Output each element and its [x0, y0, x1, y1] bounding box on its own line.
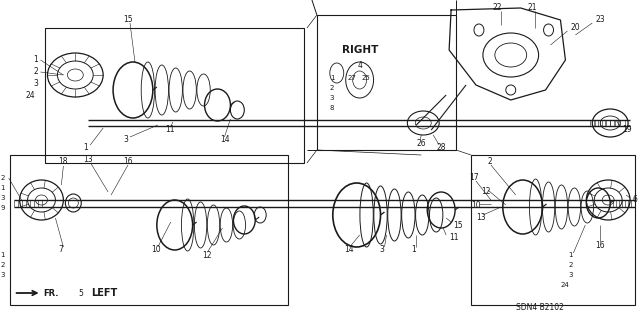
- Text: 1: 1: [568, 252, 573, 258]
- Text: 14: 14: [344, 246, 353, 255]
- Text: 6: 6: [632, 196, 637, 204]
- Text: 7: 7: [58, 246, 63, 255]
- Text: 26: 26: [416, 138, 426, 147]
- Text: 23: 23: [595, 16, 605, 25]
- Text: 3: 3: [568, 272, 573, 278]
- Text: LEFT: LEFT: [92, 288, 118, 298]
- Text: 24: 24: [561, 282, 569, 288]
- Text: 2: 2: [330, 85, 334, 91]
- Text: 8: 8: [330, 105, 334, 111]
- Text: 25: 25: [362, 75, 371, 81]
- Text: 2: 2: [1, 262, 4, 268]
- Text: 17: 17: [469, 174, 479, 182]
- Text: 3: 3: [123, 136, 128, 145]
- Text: 4: 4: [358, 61, 362, 70]
- Text: 15: 15: [123, 16, 132, 25]
- Text: 27: 27: [348, 75, 356, 81]
- Text: 12: 12: [481, 188, 490, 197]
- Text: 1: 1: [33, 56, 38, 64]
- Bar: [471, 155, 635, 305]
- Text: 2: 2: [33, 68, 38, 77]
- Text: 20: 20: [570, 24, 580, 33]
- Text: RIGHT: RIGHT: [342, 45, 378, 55]
- Text: 3: 3: [330, 95, 334, 101]
- Text: 11: 11: [449, 234, 459, 242]
- Text: 28: 28: [436, 144, 445, 152]
- Bar: [317, 15, 456, 150]
- Text: 15: 15: [453, 220, 463, 229]
- Text: 11: 11: [164, 125, 174, 135]
- Bar: [10, 155, 288, 305]
- Text: 3: 3: [33, 79, 38, 88]
- Text: 3: 3: [0, 195, 4, 201]
- Text: 10: 10: [151, 246, 161, 255]
- Text: 2: 2: [488, 158, 493, 167]
- Text: 1: 1: [330, 75, 334, 81]
- Text: 13: 13: [476, 213, 486, 222]
- Text: 14: 14: [220, 136, 230, 145]
- Text: 12: 12: [203, 250, 212, 259]
- Text: 24: 24: [26, 92, 35, 100]
- Text: 10: 10: [471, 201, 481, 210]
- Text: 21: 21: [527, 4, 537, 12]
- Text: 2: 2: [1, 175, 4, 181]
- Text: SDN4 B2102: SDN4 B2102: [516, 303, 564, 313]
- Bar: [45, 28, 304, 163]
- Text: 1: 1: [0, 252, 4, 258]
- Text: 5: 5: [78, 288, 83, 298]
- Text: 3: 3: [0, 272, 4, 278]
- Text: 13: 13: [83, 155, 93, 165]
- Text: 9: 9: [0, 205, 4, 211]
- Text: 22: 22: [493, 4, 502, 12]
- Text: 19: 19: [622, 125, 632, 135]
- Text: 2: 2: [568, 262, 573, 268]
- Text: 1: 1: [83, 144, 88, 152]
- Text: 3: 3: [380, 246, 385, 255]
- Text: 1: 1: [412, 246, 416, 255]
- Text: 18: 18: [58, 158, 68, 167]
- Text: FR.: FR.: [44, 288, 59, 298]
- Text: 16: 16: [595, 241, 605, 249]
- Text: 16: 16: [123, 157, 132, 166]
- Text: 1: 1: [0, 185, 4, 191]
